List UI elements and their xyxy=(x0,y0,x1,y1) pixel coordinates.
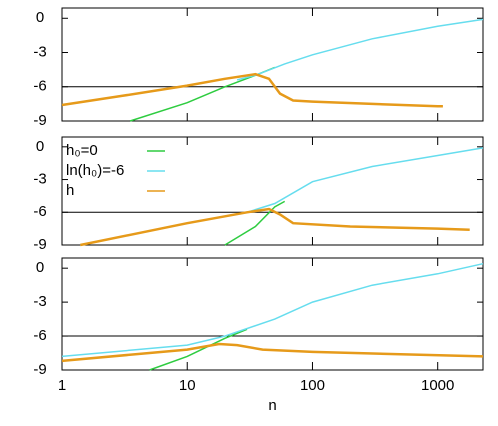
series-line xyxy=(224,200,286,246)
y-tick-label: 0 xyxy=(36,9,44,26)
y-tick-label: -3 xyxy=(33,293,46,310)
series-line xyxy=(80,207,470,247)
legend-label: ln(h₀)=-6 xyxy=(66,162,124,179)
y-tick-label: -9 xyxy=(33,112,46,129)
series-line xyxy=(61,262,484,358)
x-tick-label: 1 xyxy=(58,377,66,394)
y-tick-label: -9 xyxy=(33,361,46,378)
series-line xyxy=(61,342,484,363)
plot-frame xyxy=(61,7,484,122)
y-tick-label: -3 xyxy=(33,171,46,188)
y-tick-label: -6 xyxy=(33,203,46,220)
x-tick-label: 10 xyxy=(179,377,196,394)
series-line xyxy=(149,328,248,371)
series-line xyxy=(236,18,484,81)
x-tick-label: 100 xyxy=(300,377,325,394)
x-axis-label: n xyxy=(268,397,276,414)
series-line xyxy=(80,147,484,246)
plot-frame xyxy=(61,257,484,371)
y-tick-label: -9 xyxy=(33,236,46,253)
y-tick-label: -6 xyxy=(33,327,46,344)
x-tick-label: 1000 xyxy=(421,377,454,394)
plot-frame xyxy=(61,136,484,246)
y-tick-label: 0 xyxy=(36,259,44,276)
series-line xyxy=(61,72,443,108)
y-tick-label: -6 xyxy=(33,78,46,95)
y-tick-label: 0 xyxy=(36,138,44,155)
legend-label: h xyxy=(66,182,74,199)
y-tick-label: -3 xyxy=(33,43,46,60)
legend-label: h₀=0 xyxy=(66,142,98,159)
